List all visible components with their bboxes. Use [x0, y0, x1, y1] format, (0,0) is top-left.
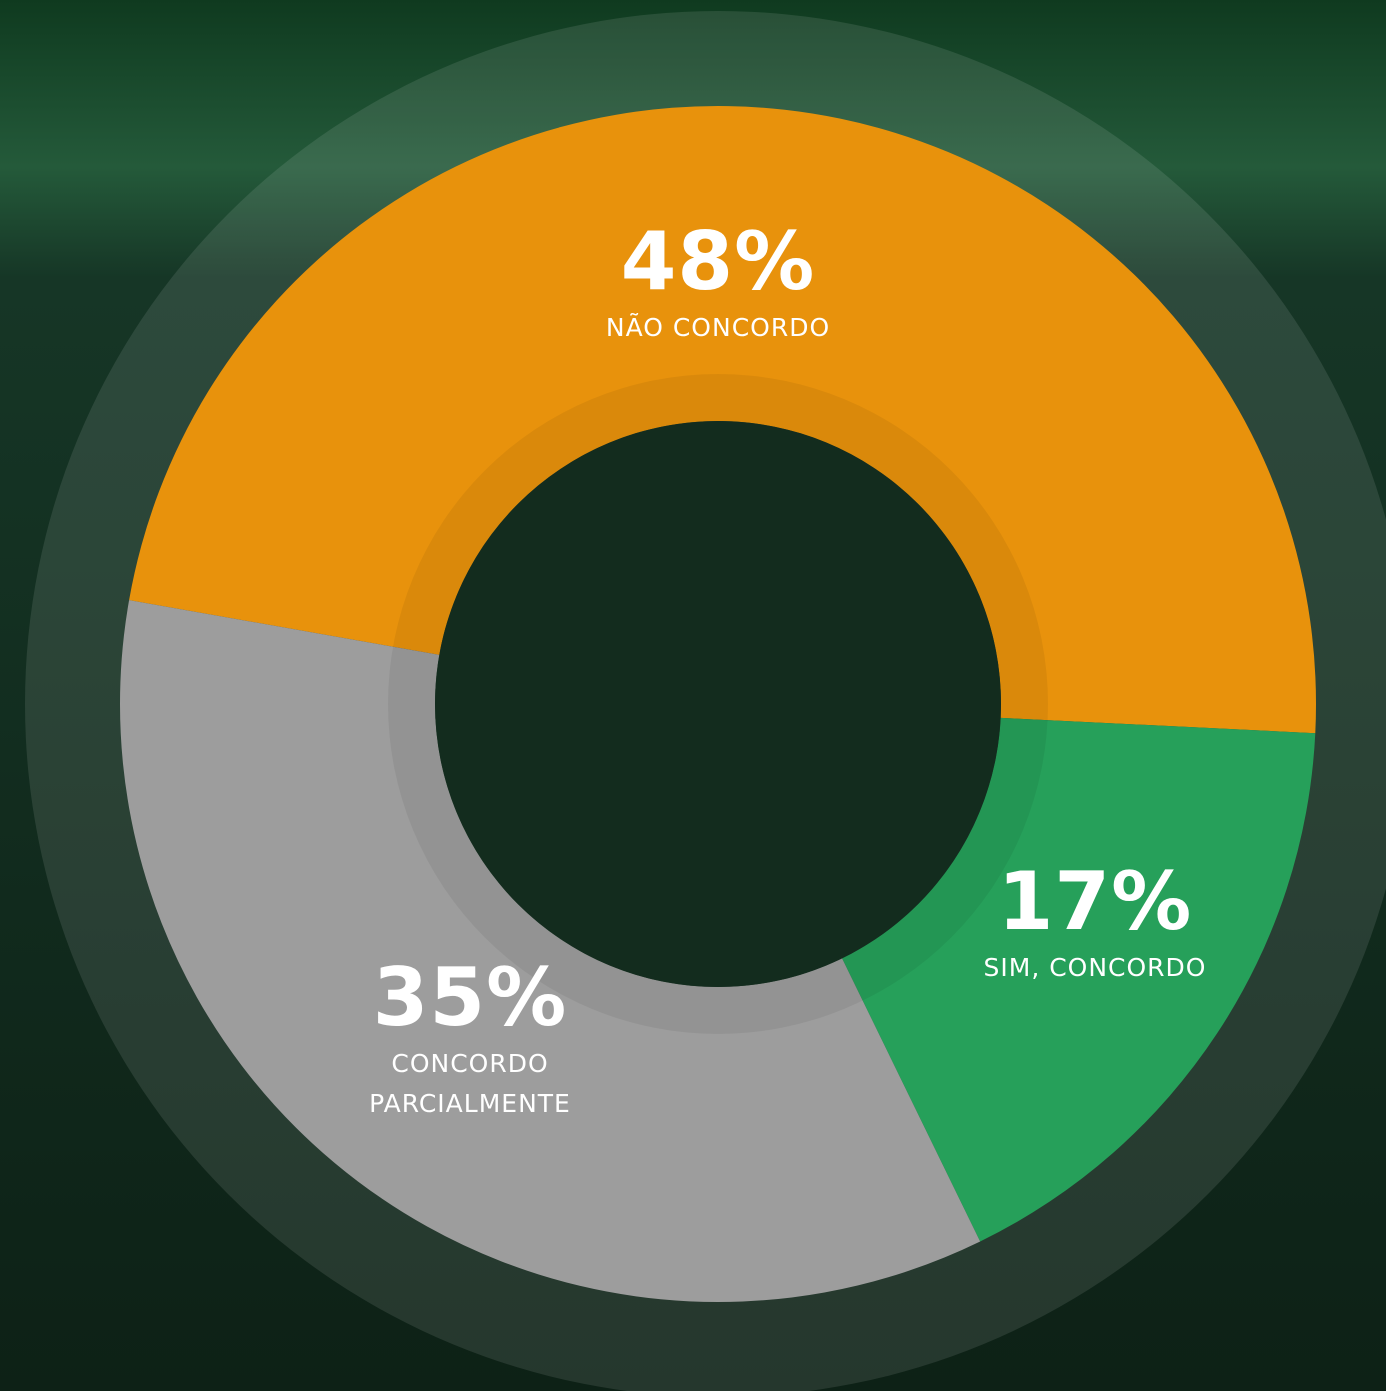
donut-slice	[119, 600, 981, 1303]
category-label: SIM, CONCORDO	[983, 953, 1207, 982]
value-label: 48%	[620, 215, 816, 308]
donut-hole	[435, 421, 1001, 987]
donut-slice	[129, 106, 1316, 734]
category-label: CONCORDO PARCIALMENTE	[369, 1049, 571, 1118]
slice-label: 35% CONCORDO PARCIALMENTE	[350, 958, 590, 1124]
category-label: NÃO CONCORDO	[605, 313, 831, 342]
value-label: 17%	[997, 855, 1193, 948]
value-label: 35%	[372, 951, 568, 1044]
donut-slice	[842, 717, 1316, 1242]
slice-label: 17% SIM, CONCORDO	[984, 862, 1207, 988]
slice-label: 48% NÃO CONCORDO	[606, 222, 830, 348]
